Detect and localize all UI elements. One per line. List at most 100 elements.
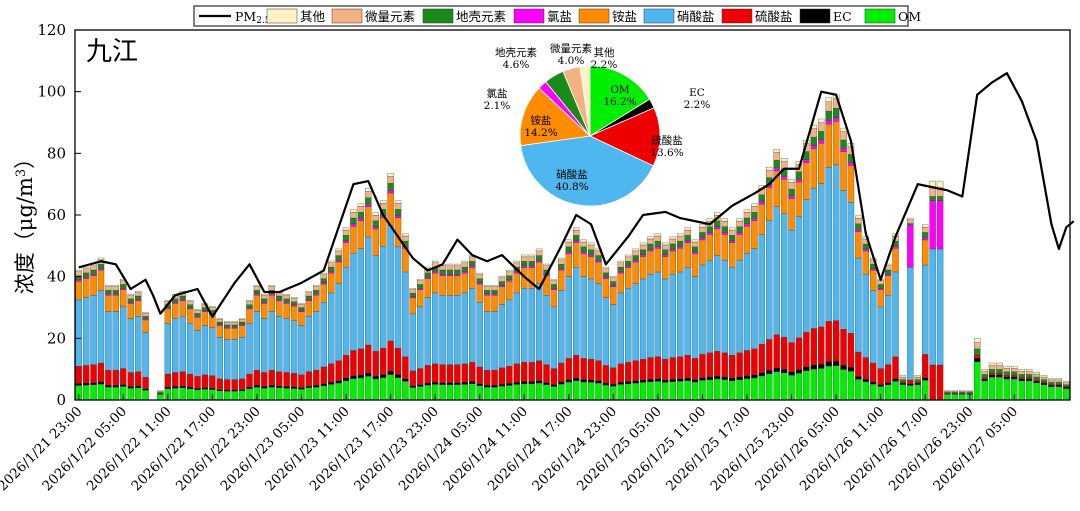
bar-segment-ammonium [372, 228, 379, 256]
bar-segment-crustal [736, 220, 743, 227]
bar-segment-om [246, 388, 253, 401]
bar-segment-ec [201, 387, 209, 390]
legend-label-om: OM [898, 9, 921, 24]
bar-segment-chloride [818, 139, 825, 144]
bar-segment-nitrate [610, 304, 617, 368]
bar-segment-other [669, 236, 676, 240]
bar-segment-other [535, 248, 543, 252]
bar-segment-ec [431, 382, 439, 385]
bar-segment-sulfate [780, 336, 788, 370]
bar-segment-chloride [134, 299, 142, 301]
bar-segment-sulfate [513, 363, 521, 383]
bar-segment-chloride [788, 195, 795, 199]
bar-segment-other [558, 257, 565, 261]
bar-segment-crustal [75, 271, 82, 276]
bar-segment-sulfate [365, 344, 372, 374]
bar-segment-ammonium [684, 242, 691, 268]
bar-segment-nitrate [818, 183, 825, 328]
bar-segment-om [1063, 388, 1070, 401]
bar-segment-earth [907, 223, 914, 226]
bar-segment-other [224, 321, 231, 323]
bar-segment-ec [639, 379, 647, 383]
bar-segment-ammonium [179, 300, 186, 317]
bar-segment-nitrate [417, 306, 424, 369]
bar-segment-ammonium [610, 286, 617, 305]
bar-segment-nitrate [372, 255, 379, 352]
bar-segment-sulfate [1033, 379, 1040, 382]
bar-segment-nitrate [357, 248, 365, 350]
bar-segment-sulfate [788, 342, 795, 373]
bar-segment-sulfate [1003, 375, 1011, 378]
bar-segment-chloride [595, 260, 602, 263]
bar-segment-chloride [246, 307, 253, 310]
bar-segment-earth [1063, 384, 1070, 387]
bar-segment-earth [610, 281, 617, 286]
bar-segment-crustal [469, 256, 476, 262]
bar-segment-ec [409, 385, 417, 388]
bar-segment-nitrate [654, 271, 662, 357]
bar-segment-earth [684, 235, 691, 241]
bar-segment-chloride [253, 293, 261, 296]
bar-segment-sulfate [431, 363, 439, 383]
bar-segment-nitrate [662, 278, 669, 360]
bar-segment-ammonium [699, 239, 706, 266]
bar-segment-sulfate [469, 362, 476, 382]
bar-segment-nitrate [832, 164, 840, 321]
bar-segment-other [676, 233, 684, 237]
bar-segment-ec [1063, 387, 1070, 389]
bar-segment-earth [82, 272, 90, 278]
bar-segment-ec [647, 379, 654, 382]
legend-swatch-other [266, 8, 298, 24]
bar-segment-ec [290, 386, 298, 389]
bar-segment-chloride [528, 265, 535, 268]
bar-segment-ammonium [387, 192, 394, 226]
pie-label-other: 其他 [594, 46, 615, 59]
bar-segment-sulfate [446, 364, 454, 383]
bar-segment-earth [224, 324, 231, 328]
bar-segment-other [194, 309, 201, 311]
bar-segment-other [766, 167, 773, 171]
station-label: 九江 [86, 37, 138, 67]
bar-segment-om [483, 386, 491, 401]
bar-segment-other [996, 362, 1003, 366]
bar-segment-ec [446, 382, 454, 385]
bar-segment-sulfate [996, 372, 1003, 375]
bar-segment-nitrate [758, 234, 766, 345]
bar-segment-om [728, 380, 736, 401]
bar-segment-earth [743, 217, 751, 224]
bar-segment-om [951, 394, 959, 401]
bar-segment-ec [261, 386, 268, 389]
bar-segment-nitrate [647, 274, 654, 358]
bar-segment-other [1003, 365, 1011, 369]
bar-segment-other [944, 390, 951, 392]
bar-segment-ammonium [446, 275, 454, 296]
bar-segment-earth [988, 369, 996, 374]
bar-segment-earth [424, 272, 431, 278]
bar-segment-nitrate [75, 299, 82, 367]
bar-segment-earth [788, 188, 795, 197]
bar-segment-ec [877, 384, 884, 387]
bar-segment-crustal [669, 238, 676, 245]
x-tick-label: 2026/1/25 11:00 [618, 404, 709, 495]
bar-segment-om [305, 387, 313, 401]
bar-segment-other [543, 263, 550, 266]
bar-segment-crustal [216, 319, 223, 323]
bar-segment-nitrate [476, 302, 483, 368]
bar-segment-other [914, 375, 921, 378]
bar-segment-nitrate [840, 190, 847, 330]
bar-segment-chloride [587, 254, 595, 257]
bar-segment-nitrate [751, 248, 758, 350]
bar-segment-ammonium [662, 256, 669, 280]
bar-segment-nitrate [617, 292, 624, 364]
bar-segment-om [587, 382, 595, 401]
bar-segment-earth [929, 196, 936, 201]
bar-segment-crustal [914, 376, 921, 380]
bar-segment-chloride [676, 246, 684, 249]
bar-segment-sulfate [988, 372, 996, 375]
bar-segment-chloride [112, 293, 120, 296]
bar-segment-other [988, 362, 996, 366]
pie-percent-crustal: 4.0% [558, 55, 585, 67]
bar-segment-nitrate [684, 267, 691, 356]
bar-segment-other [981, 369, 988, 372]
bar-segment-sulfate [491, 369, 498, 386]
